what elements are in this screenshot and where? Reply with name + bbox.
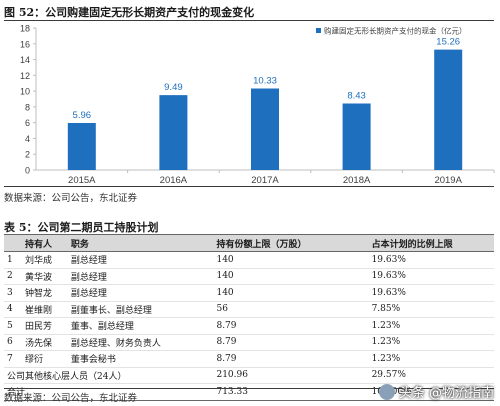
cell-holder: 公司其他核心层人员（24人） xyxy=(4,367,214,384)
x-tick-label: 2017A xyxy=(251,175,279,186)
y-tick-label: 16 xyxy=(20,39,30,49)
figure-title: 图 52：公司购建固定无形长期资产支付的现金变化 xyxy=(4,6,255,19)
y-tick-label: 8 xyxy=(25,102,30,112)
cell-holder: 汤先保 xyxy=(21,334,68,351)
table-source: 数据来源：公司公告，东北证券 xyxy=(4,393,138,404)
cell-share-limit: 713.33 xyxy=(213,383,369,401)
cell-ratio-limit: 29.57% xyxy=(368,367,494,384)
y-tick-label: 12 xyxy=(20,71,30,81)
bar xyxy=(434,49,463,170)
cell-ratio-limit: 19.63% xyxy=(368,268,494,285)
cell-index: 3 xyxy=(4,284,22,302)
cell-ratio-limit: 7.85% xyxy=(368,301,494,318)
cell-index: 6 xyxy=(4,334,22,351)
bar xyxy=(159,95,188,170)
col-header-ratio-limit: 占本计划的比例上限 xyxy=(368,234,494,252)
cell-share-limit: 8.79 xyxy=(213,317,369,335)
cell-holder: 黄华波 xyxy=(21,268,68,285)
table-row: 5 田民芳 董事、副总经理 8.79 1.23% xyxy=(4,317,494,335)
cell-index: 7 xyxy=(4,350,22,368)
legend-label: 购建固定无形长期资产支付的现金（亿元） xyxy=(324,26,467,36)
chart-legend: 购建固定无形长期资产支付的现金（亿元） xyxy=(316,26,467,36)
cell-ratio-limit: 1.23% xyxy=(368,334,494,351)
bar-value-label: 8.43 xyxy=(347,90,366,101)
cell-ratio-limit: 1.23% xyxy=(368,317,494,335)
cell-index: 5 xyxy=(4,317,22,335)
table-title: 表 5：公司第二期员工持股计划 xyxy=(4,221,159,234)
col-header-index xyxy=(4,234,22,252)
cell-holder: 崔维刚 xyxy=(21,301,68,318)
cell-ratio-limit: 19.63% xyxy=(368,284,494,302)
cell-index: 4 xyxy=(4,301,22,318)
col-header-position: 职务 xyxy=(67,234,214,252)
table-row: 1 刘华成 副总经理 140 19.63% xyxy=(4,251,494,269)
y-tick-label: 18 xyxy=(20,24,30,34)
esop-table: 持有人 职务 持有份额上限（万股） 占本计划的比例上限 1 刘华成 副总经理 140 1… xyxy=(4,234,494,401)
bar xyxy=(342,103,371,170)
cell-share-limit: 140 xyxy=(213,284,369,302)
watermark: 头条 @物流指南 xyxy=(378,382,494,401)
figure-source: 数据来源：公司公告，东北证券 xyxy=(4,193,138,204)
y-tick-label: 6 xyxy=(25,118,30,128)
table-header-row: 持有人 职务 持有份额上限（万股） 占本计划的比例上限 xyxy=(4,234,494,252)
watermark-logo-icon xyxy=(378,383,395,400)
cell-index: 1 xyxy=(4,251,22,269)
cell-share-limit: 8.79 xyxy=(213,350,369,368)
cell-holder: 刘华成 xyxy=(21,251,68,269)
watermark-text: 头条 @物流指南 xyxy=(398,386,494,401)
cell-position: 副总经理 xyxy=(67,284,214,302)
table-row: 6 汤先保 副总经理、财务负责人 8.79 1.23% xyxy=(4,334,494,351)
cell-ratio-limit: 1.23% xyxy=(368,350,494,368)
table-bottom-rule xyxy=(4,388,494,389)
x-tick-label: 2018A xyxy=(343,175,371,186)
cell-share-limit: 210.96 xyxy=(213,367,369,384)
x-tick-label: 2016A xyxy=(160,175,188,186)
cell-holder: 合计 xyxy=(4,383,214,401)
cell-ratio-limit: 19.63% xyxy=(368,251,494,269)
x-tick-label: 2015A xyxy=(68,175,96,186)
bar-series: 5.96 2015A 9.49 2016A 10.33 2017A 8.43 2018A 15.… xyxy=(67,37,495,186)
col-header-holder: 持有人 xyxy=(21,234,68,252)
col-header-share-limit: 持有份额上限（万股） xyxy=(213,234,369,252)
table-row: 2 黄华波 副总经理 140 19.63% xyxy=(4,268,494,285)
cell-position: 副总经理、财务负责人 xyxy=(67,334,214,351)
legend-swatch xyxy=(316,28,321,33)
cell-holder: 缪衍 xyxy=(21,350,68,368)
bar xyxy=(67,122,96,170)
x-tick-label: 2019A xyxy=(434,175,462,186)
bar xyxy=(251,88,279,170)
table-row: 公司其他核心层人员（24人） 210.96 29.57% xyxy=(4,367,494,384)
table-row: 7 缪衍 董事会秘书 8.79 1.23% xyxy=(4,350,494,368)
y-tick-label: 4 xyxy=(25,134,30,144)
table-row: 4 崔维刚 副董事长、副总经理 56 7.85% xyxy=(4,301,494,318)
cell-position: 副总经理 xyxy=(67,268,214,285)
cell-position: 董事会秘书 xyxy=(67,350,214,368)
cell-share-limit: 140 xyxy=(213,251,369,269)
table-row: 3 钟智龙 副总经理 140 19.63% xyxy=(4,284,494,302)
cell-holder: 钟智龙 xyxy=(21,284,68,302)
cell-share-limit: 140 xyxy=(213,268,369,285)
bar-value-label: 15.26 xyxy=(436,37,460,48)
cell-holder: 田民芳 xyxy=(21,317,68,335)
bar-value-label: 5.96 xyxy=(73,110,92,121)
y-tick-label: 0 xyxy=(25,166,30,176)
cell-index: 2 xyxy=(4,268,22,285)
y-tick-label: 2 xyxy=(25,150,30,160)
cell-position: 董事、副总经理 xyxy=(67,317,214,335)
y-tick-label: 14 xyxy=(20,55,30,65)
bar-value-label: 9.49 xyxy=(164,82,183,93)
cell-position: 副总经理 xyxy=(67,251,214,269)
cell-position: 副董事长、副总经理 xyxy=(67,301,214,318)
figure-top-rule xyxy=(4,20,494,21)
bar-chart: 0 2 4 6 8 10 12 14 16 18 5.96 2015A 9.49 2016A 10.33 2… xyxy=(20,24,495,186)
cell-share-limit: 56 xyxy=(213,301,369,318)
cell-share-limit: 8.79 xyxy=(213,334,369,351)
figure-bottom-rule xyxy=(4,186,494,187)
bar-value-label: 10.33 xyxy=(253,76,277,87)
y-tick-label: 10 xyxy=(20,87,30,97)
